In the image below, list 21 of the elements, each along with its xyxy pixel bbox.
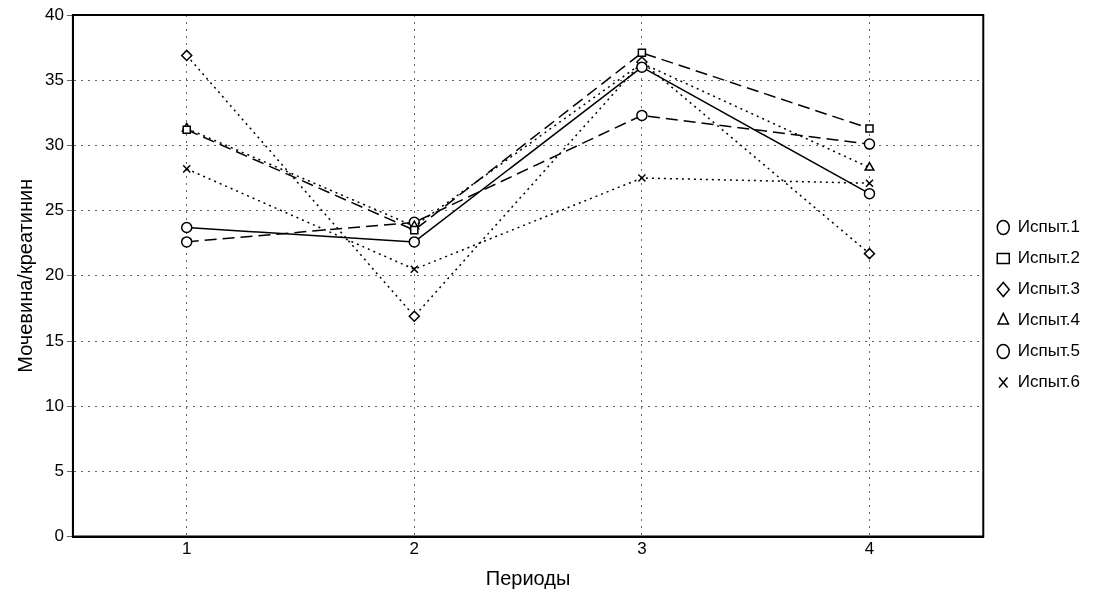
- x-tick-label: 3: [637, 539, 647, 559]
- x-tick-label: 2: [409, 539, 420, 559]
- legend-label: Испыт.3: [1017, 279, 1081, 299]
- x-tick-label: 1: [181, 539, 192, 559]
- legend-label: Испыт.1: [1017, 217, 1081, 237]
- legend-label: Испыт.5: [1017, 341, 1081, 361]
- y-tick-label: 30: [44, 135, 64, 155]
- y-tick-label: 25: [44, 200, 64, 220]
- x-tick-label: 4: [864, 539, 875, 559]
- y-tick-label: 15: [44, 330, 64, 350]
- legend-label: Испыт.2: [1017, 248, 1081, 268]
- y-tick-label: 35: [44, 69, 64, 89]
- y-tick-label: 5: [54, 461, 64, 481]
- y-tick-label: 0: [54, 526, 64, 546]
- x-axis-title: Периоды: [485, 566, 571, 589]
- legend-label: Испыт.6: [1017, 372, 1081, 392]
- legend-label: Испыт.4: [1017, 310, 1081, 330]
- y-axis-title: Мочевина/креатинин: [13, 178, 36, 373]
- y-tick-label: 10: [44, 395, 64, 415]
- y-tick-label: 20: [44, 265, 64, 285]
- y-tick-label: 40: [44, 4, 64, 24]
